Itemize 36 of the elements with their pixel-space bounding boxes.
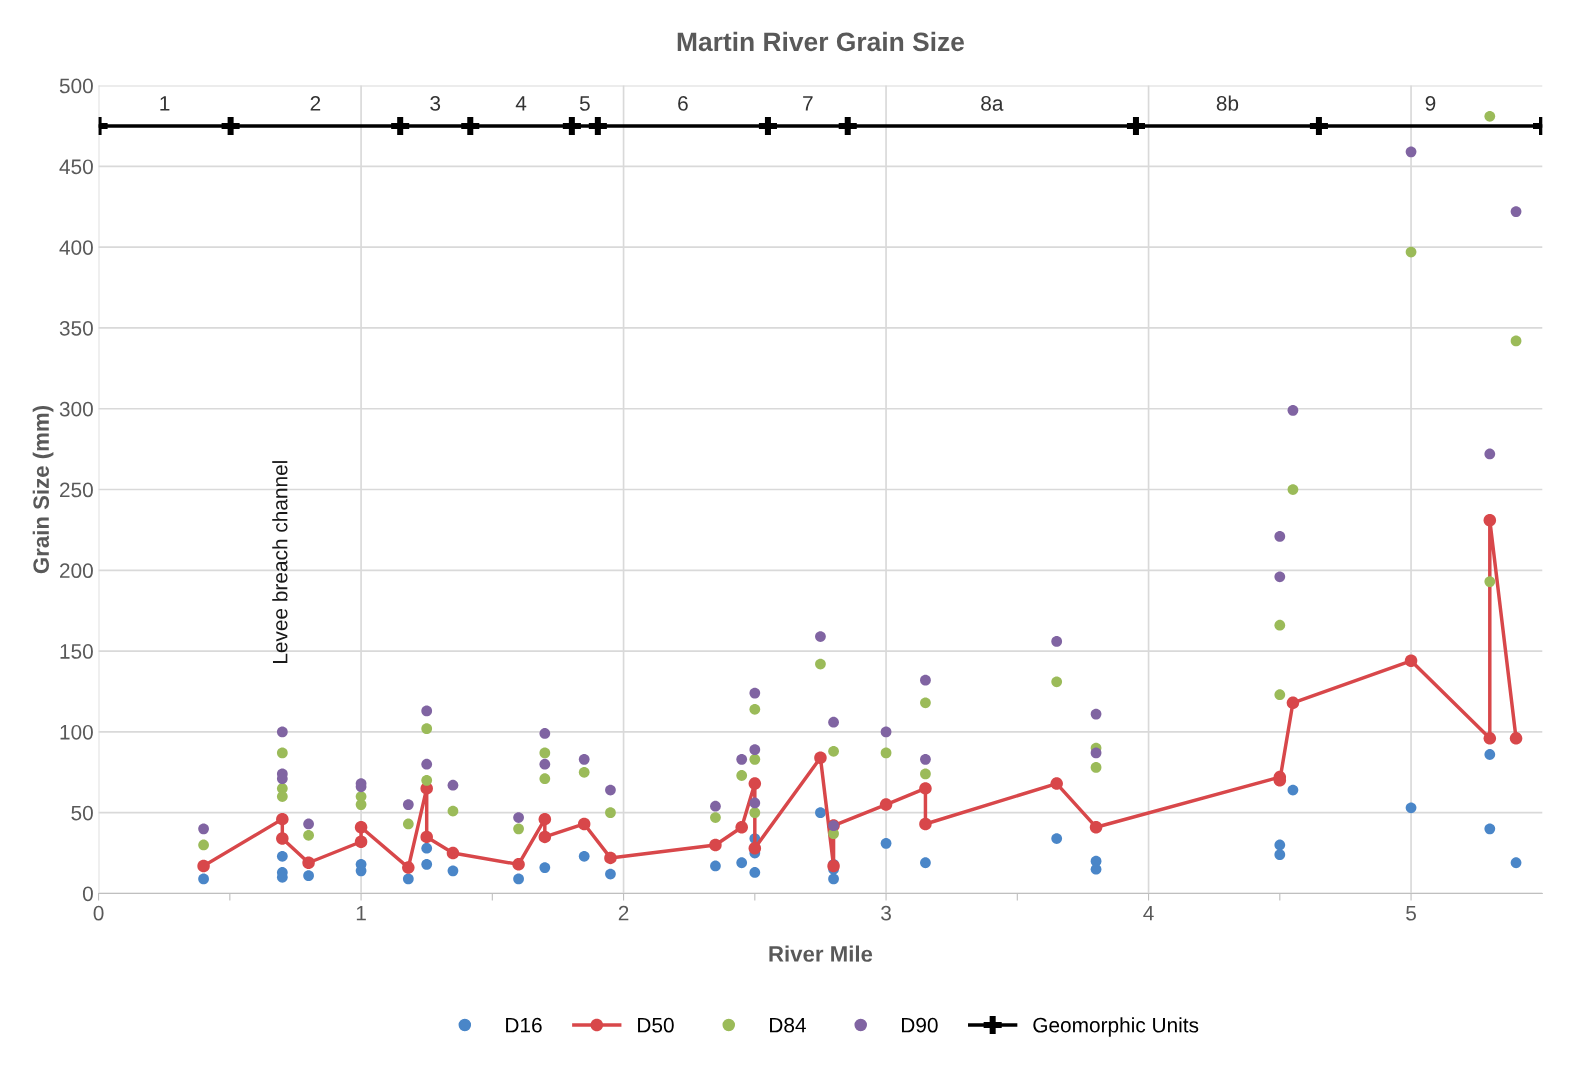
annotation: 9 — [1425, 96, 1436, 111]
y-tick-label: 300 — [59, 401, 93, 417]
chart-title: Martin River Grain Size — [677, 31, 964, 52]
x-tick-label: 5 — [1406, 906, 1416, 921]
y-tick-label: 250 — [60, 482, 93, 498]
y-tick-label: 450 — [59, 159, 93, 175]
x-tick-label: 3 — [881, 905, 891, 921]
annotation: 4 — [515, 96, 527, 111]
legend-label: Geomorphic Units — [1033, 1017, 1199, 1037]
annotation: 8a — [981, 96, 1004, 111]
annotation: 5 — [579, 96, 590, 111]
annotation: 7 — [803, 96, 813, 111]
y-tick-label: 500 — [59, 78, 93, 94]
x-axis-title: River Mile — [769, 945, 873, 962]
annotation: Levee breach channel — [272, 461, 288, 664]
x-tick-label: 2 — [618, 905, 629, 921]
legend-label: D90 — [902, 1017, 938, 1033]
annotation: 3 — [430, 96, 441, 111]
annotation: 6 — [678, 96, 688, 111]
y-axis-title: Grain Size (mm) — [32, 406, 54, 574]
y-tick-label: 50 — [71, 805, 93, 821]
legend-label: D84 — [770, 1017, 806, 1033]
y-tick-label: 150 — [60, 644, 93, 659]
legend-label: D16 — [506, 1017, 542, 1033]
legend-label: D50 — [638, 1017, 674, 1033]
x-tick-label: 1 — [356, 906, 366, 921]
annotation: 2 — [310, 96, 321, 111]
y-tick-label: 350 — [59, 320, 93, 336]
x-tick-label: 0 — [93, 905, 104, 921]
annotation: 1 — [160, 96, 170, 111]
x-tick-label: 4 — [1143, 906, 1154, 921]
y-tick-label: 0 — [82, 886, 93, 902]
y-tick-label: 200 — [60, 563, 93, 579]
annotation: 8b — [1216, 95, 1239, 111]
y-tick-label: 400 — [59, 240, 93, 255]
y-tick-label: 100 — [60, 724, 93, 740]
